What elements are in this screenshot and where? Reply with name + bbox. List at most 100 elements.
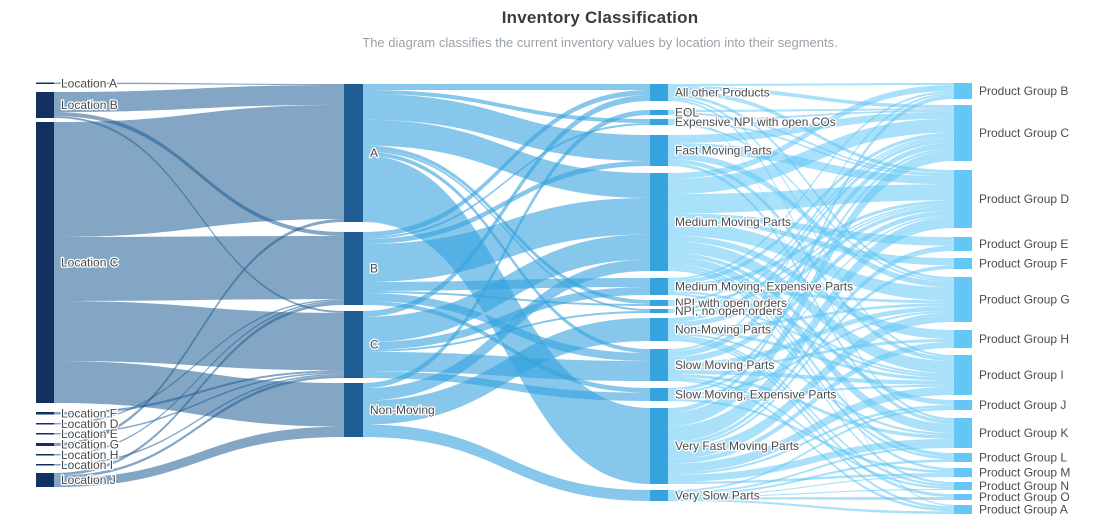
link-location-a-to-a xyxy=(54,82,344,85)
label-product-group-j: Product Group J xyxy=(979,398,1066,412)
link-location-f-to-c xyxy=(54,370,344,415)
label-product-group-a: Product Group A xyxy=(979,503,1068,517)
node-non-moving-parts[interactable] xyxy=(650,318,668,341)
link-very-fast-moving-parts-to-product-group-e xyxy=(668,245,954,446)
label-location-d: Location D xyxy=(61,417,119,431)
label-c: C xyxy=(370,338,379,352)
label-location-e: Location E xyxy=(61,427,118,441)
node-product-group-c[interactable] xyxy=(954,105,972,161)
link-medium-moving-parts-to-product-group-b xyxy=(668,85,954,179)
node-npi-with-open-orders[interactable] xyxy=(650,300,668,306)
link-very-slow-parts-to-product-group-a xyxy=(668,499,954,514)
link-location-g-to-a xyxy=(54,219,344,446)
node-non-moving[interactable] xyxy=(344,383,363,437)
link-very-slow-parts-to-product-group-k xyxy=(668,445,954,494)
link-slow-moving-parts-to-product-group-a xyxy=(668,379,954,512)
link-slow-moving-parts-to-product-group-g xyxy=(668,306,954,368)
node-b[interactable] xyxy=(344,232,363,305)
link-npi-no-open-orders-to-product-group-d xyxy=(668,204,954,313)
node-product-group-a[interactable] xyxy=(954,505,972,514)
link-location-c-to-c xyxy=(54,301,344,371)
label-product-group-d: Product Group D xyxy=(979,192,1069,206)
node-location-i[interactable] xyxy=(36,464,54,466)
node-location-h[interactable] xyxy=(36,454,54,456)
node-product-group-d[interactable] xyxy=(954,170,972,228)
node-product-group-b[interactable] xyxy=(954,83,972,99)
label-eol: EOL xyxy=(675,106,699,120)
node-medium-moving-expensive-parts[interactable] xyxy=(650,278,668,295)
node-product-group-k[interactable] xyxy=(954,418,972,448)
node-location-e[interactable] xyxy=(36,433,54,435)
link-non-moving-to-eol xyxy=(363,110,650,389)
label-product-group-k: Product Group K xyxy=(979,426,1068,440)
node-product-group-j[interactable] xyxy=(954,400,972,410)
link-non-moving-parts-to-product-group-c xyxy=(668,139,954,322)
link-b-to-medium-moving-parts xyxy=(363,197,650,282)
label-product-group-i: Product Group I xyxy=(979,368,1064,382)
node-eol[interactable] xyxy=(650,110,668,115)
node-location-b[interactable] xyxy=(36,92,54,118)
link-slow-moving-expensive-parts-to-product-group-m xyxy=(668,398,954,474)
link-very-slow-parts-to-product-group-m xyxy=(668,475,954,497)
label-product-group-b: Product Group B xyxy=(979,84,1068,98)
node-very-slow-parts[interactable] xyxy=(650,490,668,501)
label-product-group-l: Product Group L xyxy=(979,451,1067,465)
node-very-fast-moving-parts[interactable] xyxy=(650,408,668,484)
link-slow-moving-parts-to-product-group-b xyxy=(668,93,954,351)
label-b: B xyxy=(370,262,378,276)
node-expensive-npi-with-open-cos[interactable] xyxy=(650,119,668,125)
node-location-j[interactable] xyxy=(36,473,54,487)
link-location-c-to-a xyxy=(54,104,344,237)
node-all-other-products[interactable] xyxy=(650,84,668,101)
node-npi-no-open-orders[interactable] xyxy=(650,309,668,313)
node-fast-moving-parts[interactable] xyxy=(650,135,668,166)
link-non-moving-parts-to-product-group-o xyxy=(668,337,954,497)
link-very-fast-moving-parts-to-product-group-b xyxy=(668,95,954,413)
link-non-moving-parts-to-product-group-n xyxy=(668,335,954,487)
node-product-group-l[interactable] xyxy=(954,453,972,462)
node-product-group-m[interactable] xyxy=(954,468,972,477)
node-product-group-g[interactable] xyxy=(954,277,972,322)
link-location-c-to-non-moving xyxy=(54,361,344,427)
node-location-c[interactable] xyxy=(36,122,54,403)
node-location-d[interactable] xyxy=(36,423,54,425)
link-medium-moving-expensive-parts-to-product-group-c xyxy=(668,132,954,284)
link-medium-moving-parts-to-product-group-c xyxy=(668,118,954,195)
link-medium-moving-parts-to-product-group-i xyxy=(668,241,954,374)
link-very-slow-parts-to-product-group-j xyxy=(668,407,954,492)
link-slow-moving-parts-to-product-group-h xyxy=(668,339,954,370)
label-location-h: Location H xyxy=(61,448,118,462)
link-slow-moving-parts-to-product-group-c xyxy=(668,142,954,357)
node-product-group-e[interactable] xyxy=(954,237,972,251)
label-product-group-n: Product Group N xyxy=(979,479,1069,493)
link-all-other-products-to-product-group-g xyxy=(668,94,954,280)
node-location-g[interactable] xyxy=(36,443,54,446)
link-b-to-fast-moving-parts xyxy=(363,161,650,244)
node-slow-moving-parts[interactable] xyxy=(650,349,668,381)
link-non-moving-parts-to-product-group-g xyxy=(668,303,954,330)
node-medium-moving-parts[interactable] xyxy=(650,173,668,271)
link-npi-with-open-orders-to-product-group-c xyxy=(668,136,954,302)
label-product-group-c: Product Group C xyxy=(979,126,1069,140)
node-product-group-h[interactable] xyxy=(954,330,972,348)
label-product-group-f: Product Group F xyxy=(979,257,1068,271)
node-location-f[interactable] xyxy=(36,412,54,415)
node-location-a[interactable] xyxy=(36,82,54,85)
node-product-group-f[interactable] xyxy=(954,258,972,269)
node-product-group-i[interactable] xyxy=(954,355,972,395)
label-npi-with-open-orders: NPI with open orders xyxy=(675,296,787,310)
link-medium-moving-parts-to-product-group-m xyxy=(668,267,954,471)
link-very-fast-moving-parts-to-product-group-d xyxy=(668,216,954,443)
node-product-group-o[interactable] xyxy=(954,494,972,500)
label-location-f: Location F xyxy=(61,406,117,420)
label-expensive-npi-with-open-cos: Expensive NPI with open COs xyxy=(675,115,836,129)
node-c[interactable] xyxy=(344,311,363,378)
link-non-moving-to-medium-moving-parts xyxy=(363,259,650,401)
node-a[interactable] xyxy=(344,84,363,222)
link-non-moving-parts-to-product-group-d xyxy=(668,206,954,327)
link-all-other-products-to-product-group-c xyxy=(668,86,954,109)
link-fast-moving-parts-to-product-group-c xyxy=(668,111,954,143)
node-slow-moving-expensive-parts[interactable] xyxy=(650,388,668,401)
node-product-group-n[interactable] xyxy=(954,482,972,490)
label-fast-moving-parts: Fast Moving Parts xyxy=(675,144,772,158)
